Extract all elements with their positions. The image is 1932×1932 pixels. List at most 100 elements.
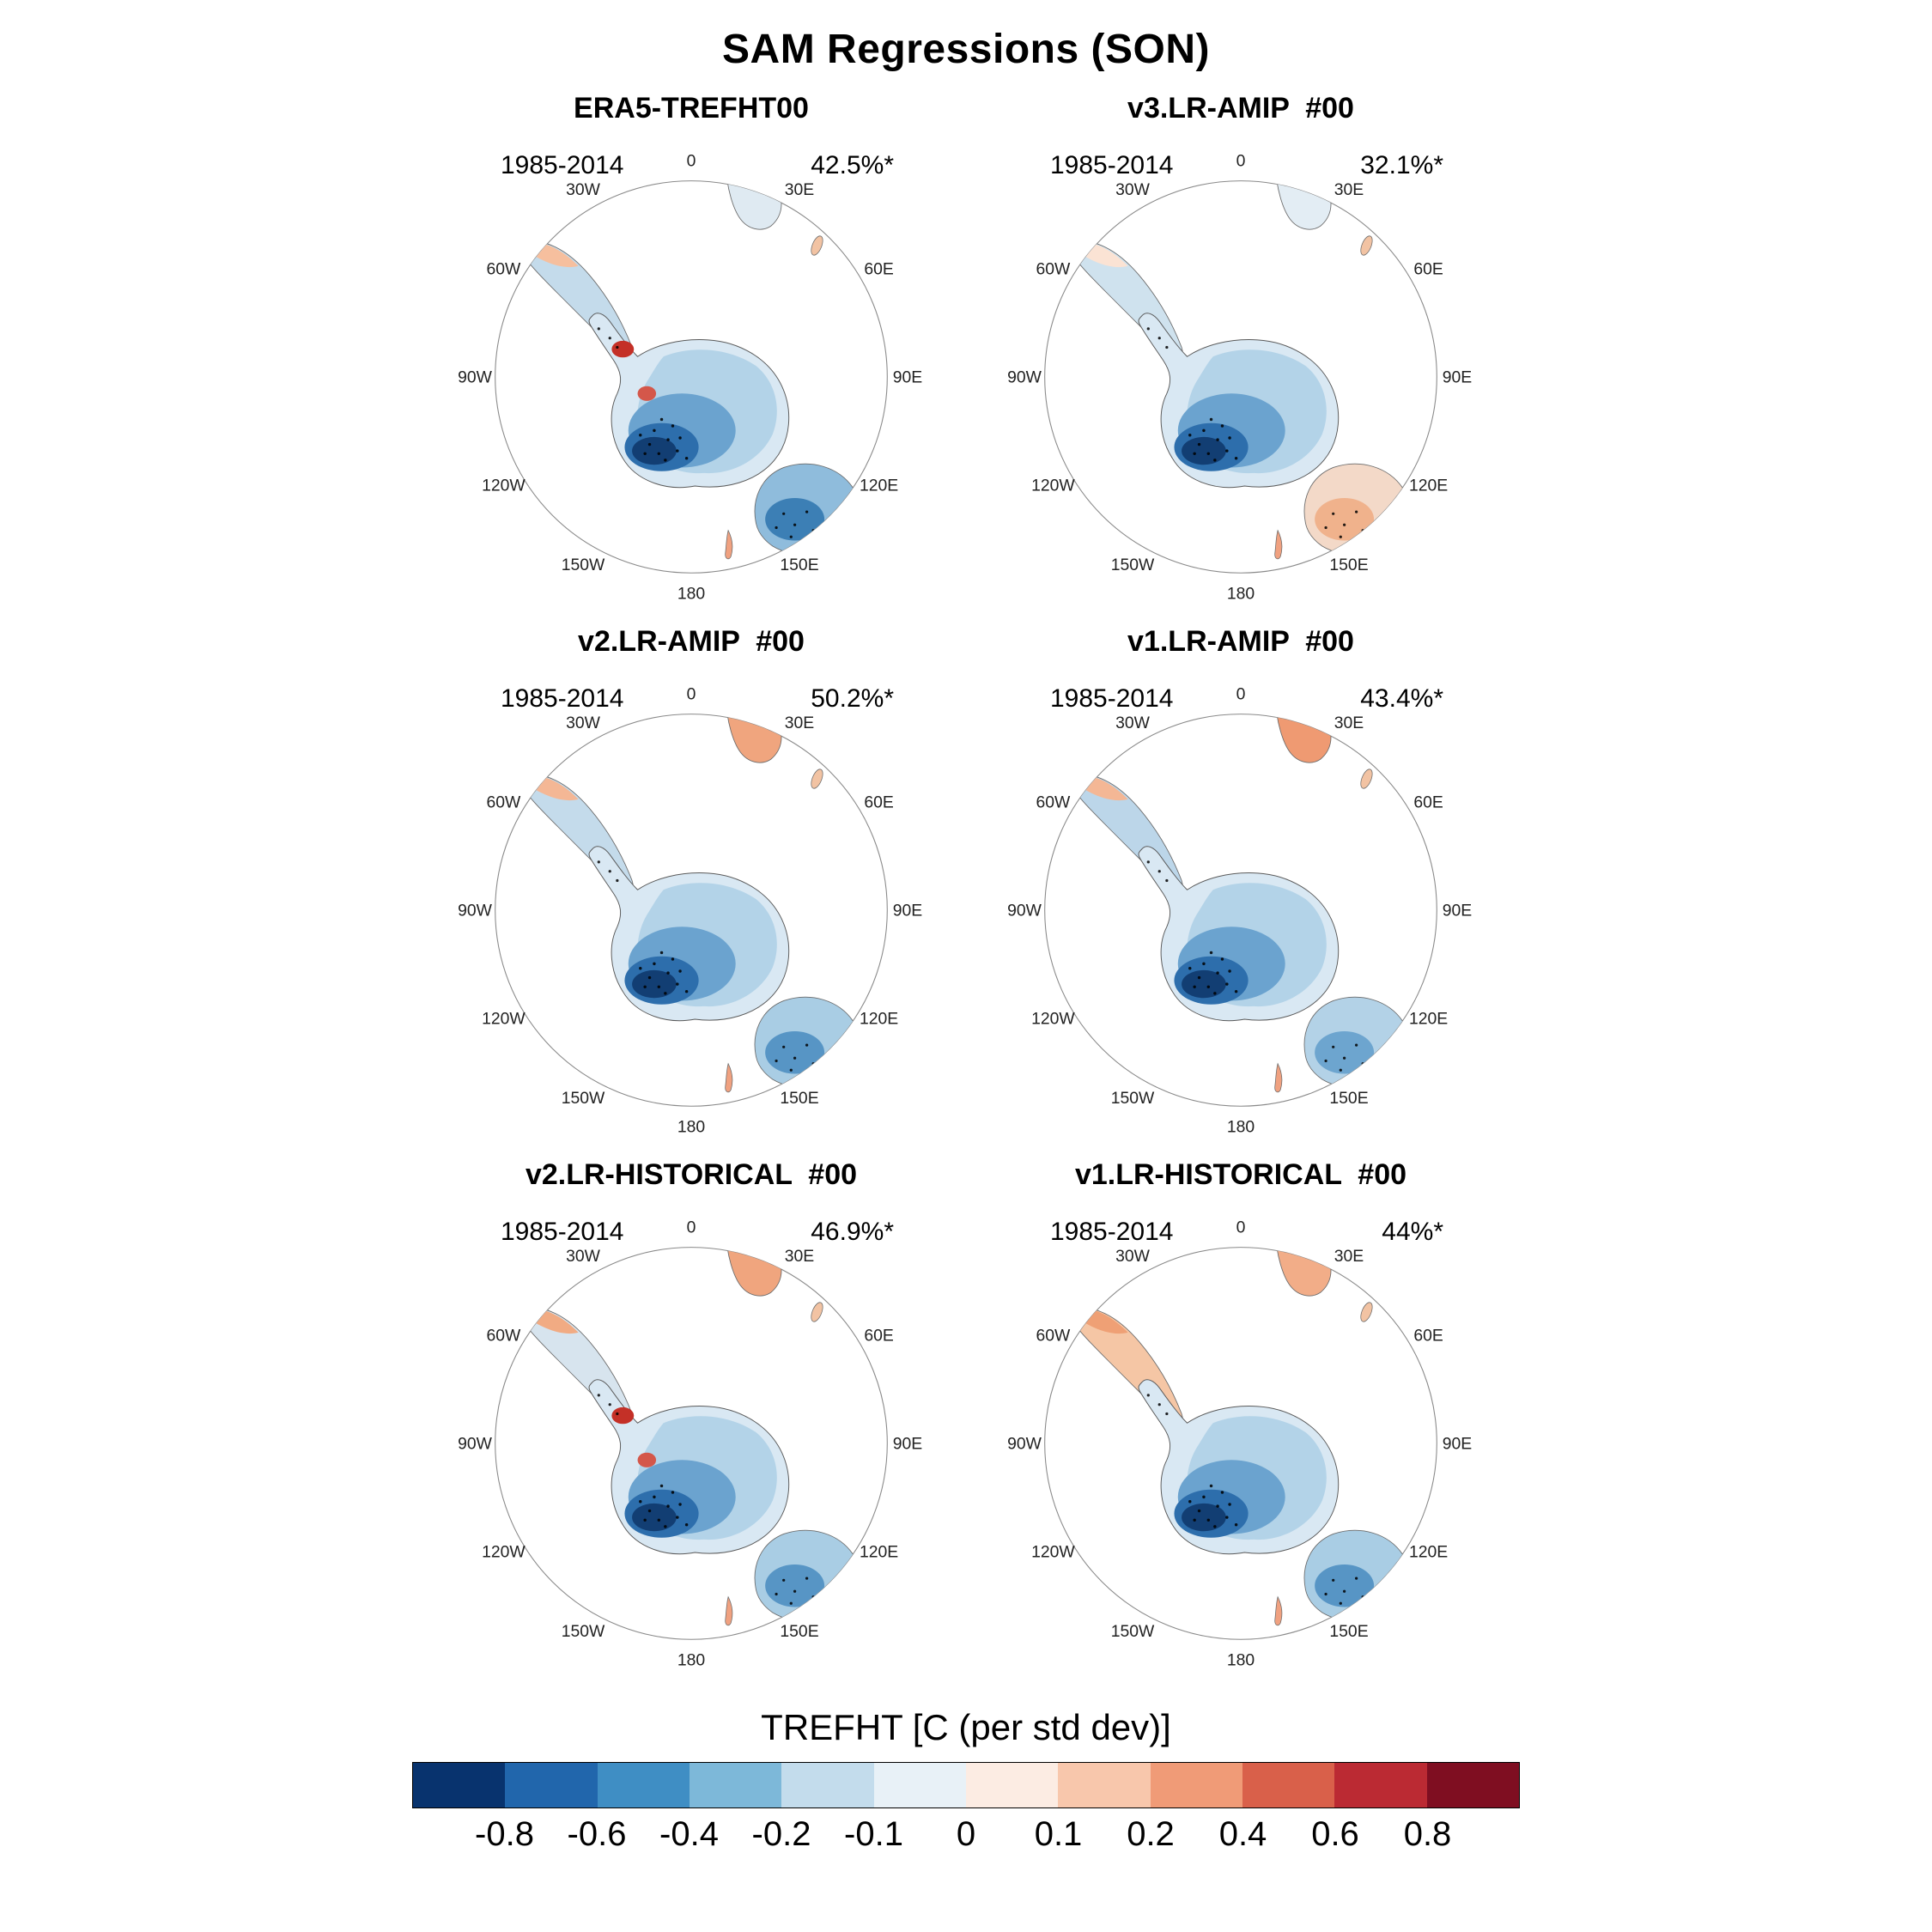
- longitude-label: 120W: [1031, 1009, 1075, 1028]
- longitude-label: 60W: [1036, 1326, 1071, 1345]
- longitude-label: 0: [687, 1218, 696, 1236]
- colorbar-tick-label: 0.8: [1403, 1815, 1452, 1853]
- longitude-label: 120E: [860, 1009, 898, 1028]
- panel-title: v3.LR-AMIP #00: [1127, 92, 1354, 125]
- longitude-label: 30W: [566, 714, 601, 732]
- longitude-label: 30E: [1334, 1247, 1364, 1266]
- longitude-label: 90W: [1007, 1434, 1042, 1453]
- colorbar-tick-label: -0.4: [659, 1815, 719, 1853]
- polar-map: 0 30E 60E 90E 120E 150E 180 150W 120W 90W 60W 30W: [1007, 1218, 1472, 1669]
- longitude-label: 150E: [1329, 1622, 1368, 1641]
- polar-map: 0 30E 60E 90E 120E 150E 180 150W 120W 90W 60W 30W: [458, 151, 922, 603]
- panel-title: v1.LR-AMIP #00: [1127, 625, 1354, 658]
- longitude-label: 150W: [1111, 556, 1155, 574]
- longitude-label: 30W: [1115, 1247, 1151, 1266]
- colorbar-tick-label: 0.1: [1034, 1815, 1083, 1853]
- colorbar: TREFHT [C (per std dev)] -0.8 -0.6 -0.4 -0.…: [0, 1707, 1932, 1860]
- colorbar-segment: [781, 1763, 874, 1807]
- polar-map: 0 30E 60E 90E 120E 150E 180 150W 120W 90W 60W 30W: [1007, 151, 1472, 603]
- longitude-label: 120W: [1031, 476, 1075, 495]
- colorbar-ticks: -0.8 -0.6 -0.4 -0.2 -0.1 0 0.1 0.2 0.4 0.6 0.8: [412, 1815, 1520, 1860]
- colorbar-tick-label: -0.1: [844, 1815, 903, 1853]
- period-label: 1985-2014: [1050, 684, 1174, 713]
- longitude-label: 150W: [562, 1089, 605, 1108]
- panel-v2-lr-amip: v2.LR-AMIP #00 1985-2014 50.2%* 0 30E 60E 9…: [425, 625, 957, 1139]
- longitude-label: 90W: [458, 368, 493, 386]
- colorbar-bar: [412, 1762, 1520, 1808]
- map-art: [1065, 703, 1410, 1092]
- colorbar-tick-label: -0.2: [751, 1815, 811, 1853]
- longitude-label: 60E: [1413, 793, 1443, 811]
- variance-label: 50.2%*: [811, 684, 894, 713]
- longitude-label: 60W: [486, 259, 521, 278]
- longitude-label: 60E: [1413, 1326, 1443, 1345]
- longitude-label: 150E: [780, 1622, 818, 1641]
- longitude-label: 90W: [458, 901, 493, 920]
- colorbar-tick-label: 0: [956, 1815, 976, 1853]
- variance-label: 46.9%*: [811, 1218, 894, 1246]
- longitude-label: 30E: [1334, 714, 1364, 732]
- map-boundary-circle: [495, 714, 888, 1107]
- longitude-labels: 0 30E 60E 90E 120E 150E 180 150W 120W 90W 60W 30W: [458, 151, 922, 603]
- longitude-label: 30W: [1115, 180, 1151, 199]
- longitude-label: 180: [677, 584, 706, 603]
- figure-title: SAM Regressions (SON): [722, 27, 1210, 72]
- longitude-label: 150W: [562, 1622, 605, 1641]
- panel-title: v2.LR-AMIP #00: [578, 625, 805, 658]
- polar-map: 0 30E 60E 90E 120E 150E 180 150W 120W 90W 60W 30W: [458, 684, 922, 1136]
- colorbar-tick-label: 0.6: [1311, 1815, 1359, 1853]
- period-label: 1985-2014: [501, 1218, 624, 1246]
- panel-title: v1.LR-HISTORICAL #00: [1074, 1158, 1407, 1191]
- longitude-label: 90E: [1443, 901, 1473, 920]
- map-wrap: 1985-2014 32.1%* 0 30E 60E 90E 120E 150E 180 15…: [1000, 125, 1481, 606]
- longitude-label: 180: [1227, 1117, 1255, 1136]
- longitude-label: 0: [1236, 684, 1246, 703]
- panel-era5-trefht00: ERA5-TREFHT00 1985-2014 42.5%* 0 30E 60E 90…: [425, 92, 957, 606]
- longitude-label: 30E: [785, 714, 815, 732]
- colorbar-segment: [1242, 1763, 1335, 1807]
- longitude-label: 150W: [1111, 1622, 1155, 1641]
- longitude-label: 60W: [486, 1326, 521, 1345]
- longitude-label: 120E: [1409, 476, 1448, 495]
- longitude-label: 120E: [1409, 1542, 1448, 1561]
- longitude-label: 120E: [860, 476, 898, 495]
- longitude-label: 60E: [864, 793, 894, 811]
- map-boundary-circle: [495, 1247, 888, 1640]
- map-boundary-circle: [495, 180, 888, 574]
- longitude-label: 30W: [566, 180, 601, 199]
- longitude-label: 150E: [780, 1089, 818, 1108]
- longitude-label: 60E: [864, 1326, 894, 1345]
- longitude-label: 120E: [1409, 1009, 1448, 1028]
- longitude-labels: 0 30E 60E 90E 120E 150E 180 150W 120W 90W 60W 30W: [1007, 1218, 1472, 1669]
- longitude-label: 120W: [482, 1009, 526, 1028]
- longitude-labels: 0 30E 60E 90E 120E 150E 180 150W 120W 90W 60W 30W: [458, 1218, 922, 1669]
- colorbar-tick-label: 0.4: [1218, 1815, 1267, 1853]
- colorbar-segment: [873, 1763, 966, 1807]
- longitude-label: 90E: [1443, 1434, 1473, 1453]
- longitude-label: 150W: [1111, 1089, 1155, 1108]
- map-art: [515, 703, 860, 1092]
- longitude-label: 0: [1236, 1218, 1246, 1236]
- colorbar-tick-label: 0.2: [1127, 1815, 1175, 1853]
- colorbar-label: TREFHT [C (per std dev)]: [761, 1707, 1171, 1747]
- panel-title: ERA5-TREFHT00: [574, 92, 809, 125]
- colorbar-segment: [1334, 1763, 1427, 1807]
- longitude-label: 90W: [1007, 901, 1042, 920]
- colorbar-tick-label: -0.6: [567, 1815, 627, 1853]
- map-wrap: 1985-2014 50.2%* 0 30E 60E 90E 120E 150E 180 15…: [451, 659, 932, 1139]
- map-art: [515, 170, 860, 559]
- panel-title: v2.LR-HISTORICAL #00: [525, 1158, 858, 1191]
- longitude-label: 30E: [785, 180, 815, 199]
- longitude-label: 90E: [893, 1434, 923, 1453]
- polar-map: 0 30E 60E 90E 120E 150E 180 150W 120W 90W 60W 30W: [458, 1218, 922, 1669]
- longitude-label: 90W: [1007, 368, 1042, 386]
- longitude-label: 120W: [1031, 1542, 1075, 1561]
- colorbar-segment: [1426, 1763, 1519, 1807]
- longitude-label: 30W: [1115, 714, 1151, 732]
- colorbar-segment: [1150, 1763, 1242, 1807]
- longitude-label: 0: [1236, 151, 1246, 170]
- longitude-label: 30W: [566, 1247, 601, 1266]
- map-art: [1065, 1236, 1410, 1625]
- longitude-label: 120E: [860, 1542, 898, 1561]
